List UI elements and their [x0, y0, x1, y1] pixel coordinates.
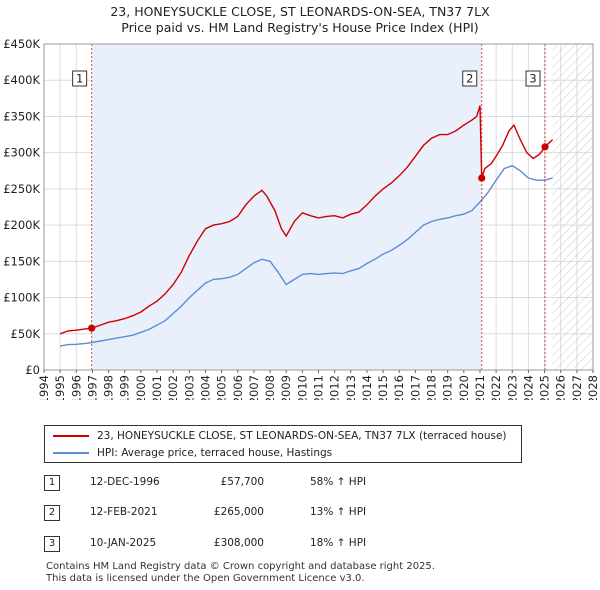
- sale-number-box: [72, 70, 88, 87]
- x-tick-label: 2006: [231, 375, 245, 400]
- x-tick-label: 2014: [360, 375, 374, 400]
- x-tick-label: 2012: [328, 375, 342, 400]
- x-tick-label: 2026: [554, 375, 568, 400]
- sale-point: [478, 174, 486, 182]
- x-tick-label: 2028: [586, 375, 600, 400]
- x-tick-label: 2020: [457, 375, 471, 400]
- transaction-hpi-change: 18% ↑ HPI: [310, 537, 367, 549]
- sale-number-box: [462, 70, 478, 87]
- forecast-hatch: [552, 44, 593, 370]
- transaction-hpi-change: 13% ↑ HPI: [310, 506, 367, 518]
- sale-point: [88, 324, 96, 332]
- x-tick-label: 2015: [376, 375, 390, 400]
- x-tick-label: 1994: [37, 375, 51, 400]
- transaction-price: £57,700: [220, 476, 264, 488]
- legend-label-hpi: HPI: Average price, terraced house, Hast…: [97, 447, 333, 459]
- ownership-period-band: [91, 44, 482, 370]
- transaction-price: £308,000: [213, 537, 264, 549]
- x-tick-label: 2010: [295, 375, 309, 400]
- y-tick-label: £150K: [3, 254, 40, 268]
- sale-number-box: [525, 70, 541, 87]
- x-tick-label: 2018: [425, 375, 439, 400]
- x-tick-label: 2005: [215, 375, 229, 400]
- x-tick-label: 2003: [182, 375, 196, 400]
- legend-item-property: 23, HONEYSUCKLE CLOSE, ST LEONARDS-ON-SE…: [45, 428, 507, 444]
- y-tick-label: £0: [25, 363, 40, 377]
- x-tick-label: 1996: [69, 375, 83, 400]
- x-tick-label: 2008: [263, 375, 277, 400]
- x-tick-label: 2021: [473, 375, 487, 400]
- legend-label-property: 23, HONEYSUCKLE CLOSE, ST LEONARDS-ON-SE…: [97, 430, 507, 442]
- y-tick-label: £450K: [3, 37, 40, 51]
- legend-item-hpi: HPI: Average price, terraced house, Hast…: [45, 445, 332, 461]
- x-tick-label: 2007: [247, 375, 261, 400]
- y-tick-label: £300K: [3, 146, 40, 160]
- footer-licence: This data is licensed under the Open Gov…: [46, 573, 365, 584]
- transaction-badge: 1: [44, 475, 60, 491]
- y-tick-label: £200K: [3, 218, 40, 232]
- transaction-price: £265,000: [213, 506, 264, 518]
- x-tick-label: 1998: [102, 375, 116, 400]
- x-tick-label: 2002: [166, 375, 180, 400]
- x-tick-label: 2013: [344, 375, 358, 400]
- x-tick-label: 2017: [408, 375, 422, 400]
- sale-point: [541, 143, 549, 151]
- legend-swatch-property: [53, 435, 89, 437]
- transaction-date: 12-DEC-1996: [90, 476, 160, 488]
- x-tick-label: 2019: [441, 375, 455, 400]
- sale-number-label: 3: [529, 72, 536, 86]
- transaction-hpi-change: 58% ↑ HPI: [310, 476, 367, 488]
- sale-number-label: 1: [76, 72, 83, 86]
- chart-subtitle: Price paid vs. HM Land Registry's House …: [121, 20, 479, 35]
- y-tick-label: £400K: [3, 73, 40, 87]
- chart-legend: 23, HONEYSUCKLE CLOSE, ST LEONARDS-ON-SE…: [44, 425, 522, 463]
- y-tick-label: £350K: [3, 109, 40, 123]
- x-tick-label: 2023: [505, 375, 519, 400]
- x-tick-label: 2024: [521, 375, 535, 400]
- x-tick-label: 2016: [392, 375, 406, 400]
- hpi-series-line: [59, 164, 553, 347]
- y-tick-label: £100K: [3, 291, 40, 305]
- y-tick-label: £250K: [3, 182, 40, 196]
- x-tick-label: 1997: [85, 375, 99, 400]
- x-tick-label: 2009: [279, 375, 293, 400]
- property-series-line: [59, 105, 554, 335]
- transaction-badge: 2: [44, 505, 60, 521]
- x-tick-label: 2011: [312, 375, 326, 400]
- chart-title-address: 23, HONEYSUCKLE CLOSE, ST LEONARDS-ON-SE…: [110, 4, 490, 19]
- footer-copyright: Contains HM Land Registry data © Crown c…: [46, 561, 435, 572]
- legend-swatch-hpi: [53, 452, 89, 454]
- x-tick-label: 2004: [198, 375, 212, 400]
- y-tick-label: £50K: [11, 327, 41, 341]
- transaction-date: 10-JAN-2025: [90, 537, 157, 549]
- x-tick-label: 1999: [118, 375, 132, 400]
- x-tick-label: 2000: [134, 375, 148, 400]
- transaction-badge: 3: [44, 536, 60, 552]
- transaction-date: 12-FEB-2021: [90, 506, 158, 518]
- x-tick-label: 2022: [489, 375, 503, 400]
- x-tick-label: 2027: [570, 375, 584, 400]
- x-tick-label: 1995: [53, 375, 67, 400]
- price-chart: 1 2 3 £0 £50K £100K £150K £200K £250K £300K £350K…: [3, 37, 600, 400]
- x-tick-label: 2001: [150, 375, 164, 400]
- x-tick-label: 2025: [538, 375, 552, 400]
- sale-number-label: 2: [466, 72, 473, 86]
